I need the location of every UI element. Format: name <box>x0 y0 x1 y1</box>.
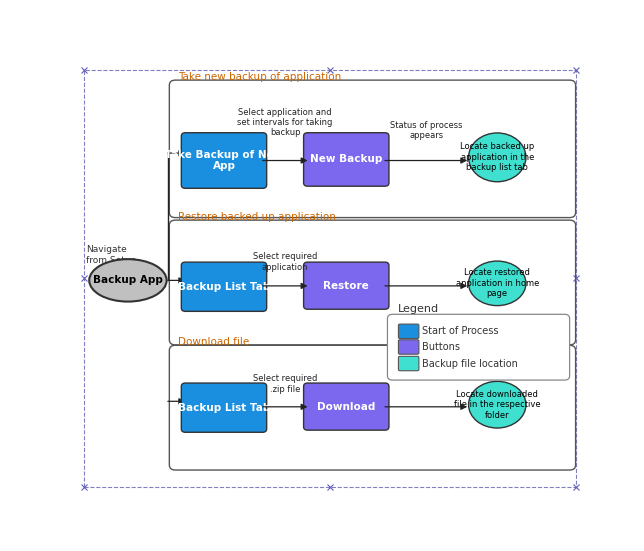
FancyBboxPatch shape <box>399 324 419 338</box>
Ellipse shape <box>469 381 526 428</box>
FancyBboxPatch shape <box>303 262 389 309</box>
Text: Backup App: Backup App <box>93 276 163 285</box>
Text: Download file: Download file <box>178 337 249 348</box>
Text: Status of process
appears: Status of process appears <box>390 121 462 140</box>
Text: Backup file location: Backup file location <box>422 359 518 369</box>
Text: New Backup: New Backup <box>310 154 383 164</box>
Text: Backup List Tab: Backup List Tab <box>178 282 270 291</box>
Text: Locate restored
application in home
page: Locate restored application in home page <box>455 268 539 298</box>
Text: Restore backed up application: Restore backed up application <box>178 212 336 222</box>
Text: Download: Download <box>317 402 375 412</box>
Text: Locate downloaded
file in the respective
folder: Locate downloaded file in the respective… <box>454 390 540 420</box>
Ellipse shape <box>469 133 526 182</box>
Ellipse shape <box>90 259 167 301</box>
FancyBboxPatch shape <box>399 340 419 354</box>
FancyBboxPatch shape <box>388 314 569 380</box>
FancyBboxPatch shape <box>182 262 267 311</box>
Text: Select required
.zip file: Select required .zip file <box>253 374 317 393</box>
Text: Backup List Tab: Backup List Tab <box>178 403 270 413</box>
Text: Select application and
set intervals for taking
backup: Select application and set intervals for… <box>238 107 333 137</box>
FancyBboxPatch shape <box>182 383 267 433</box>
Text: Navigate
from Setup: Navigate from Setup <box>86 245 137 264</box>
Ellipse shape <box>469 261 526 306</box>
FancyBboxPatch shape <box>399 356 419 371</box>
Text: Start of Process: Start of Process <box>422 326 499 336</box>
Text: Take Backup of New
App: Take Backup of New App <box>165 150 283 171</box>
Text: Buttons: Buttons <box>422 342 460 352</box>
Text: Locate backed up
application in the
backup list tab: Locate backed up application in the back… <box>460 143 535 172</box>
Text: Legend: Legend <box>397 304 439 314</box>
Text: Select required
application: Select required application <box>253 252 317 272</box>
Text: Restore: Restore <box>323 280 369 291</box>
FancyBboxPatch shape <box>182 133 267 188</box>
FancyBboxPatch shape <box>303 383 389 430</box>
FancyBboxPatch shape <box>303 133 389 186</box>
Text: Take new backup of application: Take new backup of application <box>178 72 341 82</box>
